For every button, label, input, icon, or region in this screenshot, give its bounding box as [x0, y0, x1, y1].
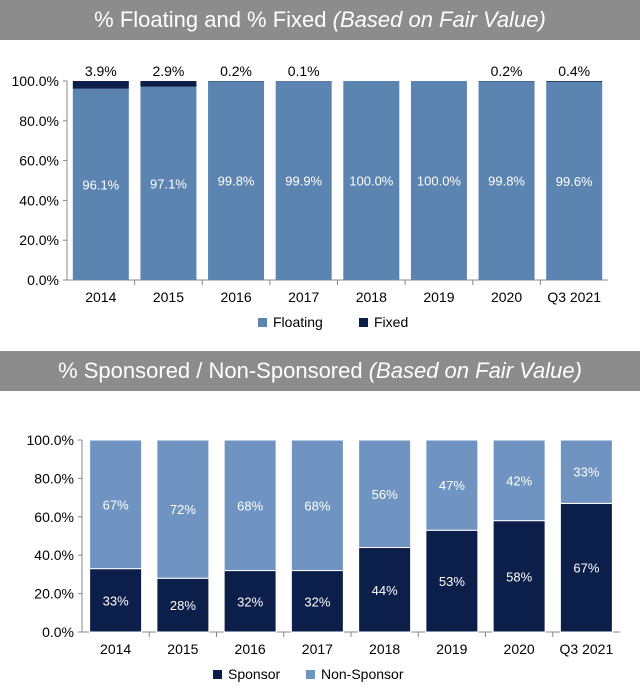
- chart2-legend-label: Sponsor: [228, 666, 280, 682]
- chart1-data-label: 99.8%: [218, 174, 255, 189]
- chart2-x-tick-label: 2015: [167, 641, 198, 657]
- chart1-y-tick-label: 0.0%: [27, 272, 59, 288]
- chart2-data-label: 42%: [506, 473, 532, 488]
- chart2-x-tick-label: 2016: [235, 641, 266, 657]
- chart2-data-label: 44%: [372, 583, 398, 598]
- chart2-data-label: 32%: [304, 594, 330, 609]
- chart2-y-tick-label: 40.0%: [34, 547, 74, 563]
- chart1-data-label: 2.9%: [152, 63, 184, 79]
- chart2-data-label: 68%: [304, 498, 330, 513]
- chart1-data-label: 0.1%: [288, 63, 320, 79]
- chart2-x-tick-label: 2020: [504, 641, 535, 657]
- chart2-data-label: 47%: [439, 478, 465, 493]
- chart2-y-tick-label: 80.0%: [34, 470, 74, 486]
- chart2-data-label: 67%: [103, 497, 129, 512]
- chart1-bar-fixed: [140, 81, 197, 87]
- chart1-y-tick-label: 80.0%: [19, 113, 59, 129]
- chart2-bar-non-sponsor: [492, 439, 546, 522]
- chart1-y-tick-label: 100.0%: [12, 73, 59, 89]
- chart1-bar-floating: [546, 81, 603, 280]
- sponsor-chart: 0.0% 20.0% 40.0% 60.0% 80.0% 100.0% 2014 33% 67%…: [27, 432, 620, 682]
- chart2-y-tick-label: 60.0%: [34, 509, 74, 525]
- chart2-legend-label: Non-Sponsor: [321, 666, 404, 682]
- chart2-data-label: 72%: [170, 502, 196, 517]
- chart1-x-tick-label: 2014: [85, 289, 116, 305]
- chart1-y-tick-label: 20.0%: [19, 232, 59, 248]
- chart1-data-label: 0.4%: [558, 63, 590, 79]
- chart1-x-tick-label: 2015: [153, 289, 184, 305]
- chart2-bar-non-sponsor: [425, 439, 479, 531]
- chart1-data-label: 99.8%: [488, 174, 525, 189]
- chart2-title: % Sponsored / Non-Sponsored: [58, 358, 363, 383]
- chart1-data-label: 0.2%: [491, 63, 523, 79]
- chart1-x-tick-label: 2019: [423, 289, 454, 305]
- chart1-bar-floating: [72, 88, 129, 280]
- chart2-bar-non-sponsor: [89, 439, 143, 570]
- chart2-x-tick-label: 2017: [302, 641, 333, 657]
- chart1-data-label: 97.1%: [150, 176, 187, 191]
- chart2-data-label: 33%: [573, 465, 599, 480]
- chart2-bar-non-sponsor: [358, 439, 412, 549]
- chart2-bar-sponsor: [559, 502, 613, 633]
- chart1-data-label: 3.9%: [85, 63, 117, 79]
- chart2-bar-sponsor: [358, 547, 412, 633]
- chart2-legend-swatch: [306, 670, 315, 679]
- chart1-data-label: 100.0%: [417, 174, 462, 189]
- chart2-legend-swatch: [213, 670, 222, 679]
- chart2-x-tick-label: 2014: [100, 641, 131, 657]
- chart1-x-tick-label: Q3 2021: [547, 289, 601, 305]
- chart1-data-label: 99.9%: [285, 174, 322, 189]
- chart1-x-tick-label: 2020: [491, 289, 522, 305]
- chart1-bar-fixed: [546, 81, 603, 82]
- chart1-y-tick-label: 40.0%: [19, 192, 59, 208]
- chart2-bar-non-sponsor: [559, 439, 613, 504]
- chart1-y-tick-label: 60.0%: [19, 153, 59, 169]
- chart2-x-tick-label: 2018: [369, 641, 400, 657]
- chart1-legend-label: Fixed: [374, 314, 408, 330]
- chart1-legend-swatch: [258, 318, 267, 327]
- chart2-bar-sponsor: [89, 568, 143, 633]
- chart2-data-label: 33%: [103, 593, 129, 608]
- chart2-x-tick-label: 2019: [436, 641, 467, 657]
- chart1-bar-floating: [478, 81, 535, 280]
- chart1-data-label: 0.2%: [220, 63, 252, 79]
- chart2-data-label: 56%: [372, 487, 398, 502]
- chart2-data-label: 32%: [237, 594, 263, 609]
- chart1-data-label: 99.6%: [556, 174, 593, 189]
- chart2-bar-non-sponsor: [290, 439, 344, 572]
- chart1-title: % Floating and % Fixed: [94, 7, 327, 32]
- chart1-x-tick-label: 2018: [356, 289, 387, 305]
- chart1-x-tick-label: 2017: [288, 289, 319, 305]
- chart2-title-suffix: (Based on Fair Value): [368, 358, 582, 383]
- chart2-bar-sponsor: [290, 570, 344, 633]
- chart2-bar-sponsor: [156, 577, 210, 633]
- chart1-x-tick-label: 2016: [220, 289, 251, 305]
- chart2-data-label: 67%: [573, 561, 599, 576]
- chart2-data-label: 28%: [170, 598, 196, 613]
- chart1-legend-label: Floating: [273, 314, 323, 330]
- chart2-bar-non-sponsor: [156, 439, 210, 579]
- floating-fixed-chart: 0.0% 20.0% 40.0% 60.0% 80.0% 100.0% 2014 96.1% 3…: [12, 63, 608, 330]
- chart2-y-tick-label: 20.0%: [34, 586, 74, 602]
- chart1-data-label: 96.1%: [82, 177, 119, 192]
- chart2-data-label: 58%: [506, 569, 532, 584]
- chart1-title-banner: % Floating and % Fixed (Based on Fair Va…: [0, 0, 640, 40]
- chart2-bar-sponsor: [425, 529, 479, 633]
- chart2-bar-non-sponsor: [223, 439, 277, 572]
- chart2-data-label: 53%: [439, 574, 465, 589]
- chart1-bar-floating: [410, 81, 467, 280]
- chart1-bar-floating: [140, 86, 197, 280]
- chart2-data-label: 68%: [237, 498, 263, 513]
- chart1-bar-floating: [275, 81, 332, 280]
- chart2-x-tick-label: Q3 2021: [560, 641, 614, 657]
- chart2-y-tick-label: 100.0%: [27, 432, 74, 448]
- chart2-y-tick-label: 0.0%: [42, 624, 74, 640]
- chart1-bar-floating: [343, 81, 400, 280]
- chart1-legend-swatch: [359, 318, 368, 327]
- chart1-bar-floating: [208, 81, 265, 280]
- chart1-data-label: 100.0%: [349, 174, 394, 189]
- chart1-title-suffix: (Based on Fair Value): [332, 7, 546, 32]
- chart2-title-banner: % Sponsored / Non-Sponsored (Based on Fa…: [0, 351, 640, 391]
- chart1-bar-fixed: [72, 81, 129, 89]
